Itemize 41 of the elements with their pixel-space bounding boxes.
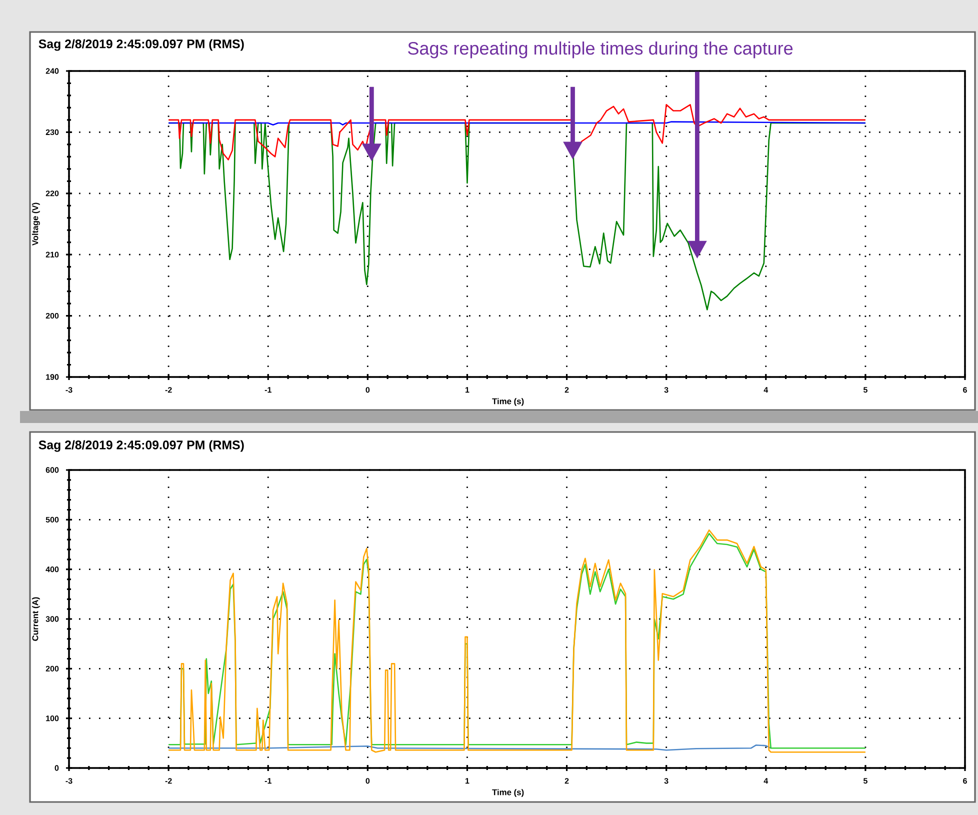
x-tick-label: 3 xyxy=(664,778,668,784)
y-tick-label: 230 xyxy=(46,129,59,136)
y-tick-label: 200 xyxy=(46,312,59,319)
y-tick-label: 200 xyxy=(46,666,59,672)
x-tick-label: 5 xyxy=(863,778,868,784)
text: Sags repeating multiple times during the capture xyxy=(408,41,793,58)
x-tick-label: 1 xyxy=(466,778,470,784)
x-tick-label: -3 xyxy=(66,387,72,393)
x-tick-label: 6 xyxy=(963,778,967,784)
x-tick-label: -3 xyxy=(66,778,72,784)
y-tick-label: 400 xyxy=(46,566,59,572)
x-axis-title: Time (s) xyxy=(492,398,524,406)
x-tick-label: -2 xyxy=(165,387,172,393)
x-tick-label: -2 xyxy=(165,778,172,784)
x-tick-label: 4 xyxy=(764,778,768,784)
x-axis-title: Time (s) xyxy=(492,789,524,797)
y-tick-label: 500 xyxy=(46,516,59,522)
y-tick-label: 0 xyxy=(54,765,59,771)
x-tick-label: 3 xyxy=(664,387,668,393)
x-tick-label: 1 xyxy=(466,387,470,393)
x-tick-label: -1 xyxy=(264,387,272,393)
y-tick-label: 100 xyxy=(46,716,59,722)
y-axis-title: Current (A) xyxy=(32,597,40,641)
x-tick-label: 4 xyxy=(764,387,768,393)
x-tick-label: -1 xyxy=(264,778,272,784)
y-tick-label: 220 xyxy=(46,190,59,196)
y-axis-title: Voltage (V) xyxy=(32,202,40,246)
x-tick-label: 2 xyxy=(564,778,569,784)
x-tick-label: 2 xyxy=(564,387,569,393)
y-tick-label: 190 xyxy=(46,374,59,380)
y-tick-label: 600 xyxy=(46,467,59,473)
y-tick-label: 300 xyxy=(46,616,59,622)
y-tick-label: 240 xyxy=(46,68,59,74)
chart-title: Sag 2/8/2019 2:45:09.097 PM (RMS) xyxy=(38,440,244,452)
x-tick-label: 0 xyxy=(366,778,370,784)
x-tick-label: 5 xyxy=(863,387,868,393)
x-tick-label: 6 xyxy=(963,387,967,393)
x-tick-label: 0 xyxy=(366,387,370,393)
line-series xyxy=(168,104,866,160)
chart-title: Sag 2/8/2019 2:45:09.097 PM (RMS) xyxy=(38,39,244,51)
y-tick-label: 210 xyxy=(46,252,59,258)
